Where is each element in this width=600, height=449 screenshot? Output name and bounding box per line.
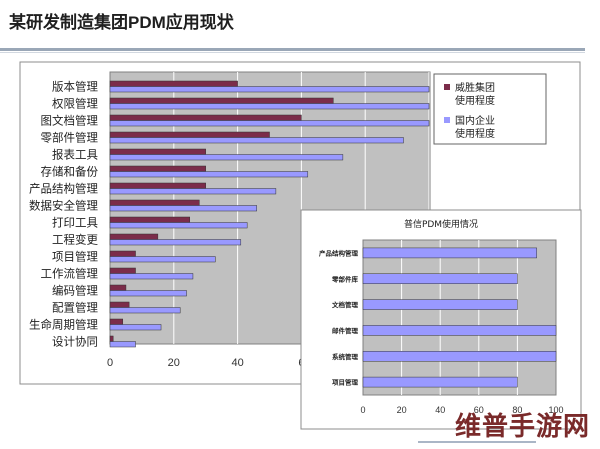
main-legend: 威胜集团 使用程度 国内企业 使用程度: [433, 73, 547, 145]
main-bar-weisheng: [109, 114, 302, 121]
main-x-tick-label: 0: [107, 357, 113, 369]
inset-bar: [362, 376, 518, 388]
title-divider: [0, 48, 585, 51]
main-category-label: 图文档管理: [41, 114, 99, 128]
main-category-label: 版本管理: [52, 80, 98, 94]
main-bar-domestic: [109, 171, 309, 178]
inset-chart-title: 普信PDM使用情况: [404, 218, 478, 230]
main-category-label: 打印工具: [52, 216, 98, 230]
inset-bar: [362, 273, 518, 284]
main-category-label: 编码管理: [52, 284, 98, 298]
inset-category-label: 零部件库: [331, 274, 359, 283]
main-bar-weisheng: [109, 335, 114, 342]
main-bar-domestic: [109, 86, 430, 93]
inset-category-label: 项目管理: [332, 378, 359, 387]
main-category-label: 设计协同: [52, 335, 98, 349]
inset-x-tick-label: 20: [397, 405, 407, 415]
main-category-label: 报表工具: [52, 148, 98, 162]
main-bar-weisheng: [109, 80, 238, 87]
legend-swatch-weisheng: [444, 84, 450, 90]
main-bar-weisheng: [109, 216, 190, 223]
main-bar-domestic: [109, 256, 216, 263]
main-bar-domestic: [109, 222, 248, 229]
main-bar-weisheng: [109, 250, 136, 257]
main-bar-weisheng: [109, 182, 206, 189]
inset-x-tick-label: 100: [548, 405, 563, 415]
main-category-label: 配置管理: [52, 301, 98, 315]
main-x-tick-label: 20: [168, 357, 180, 369]
main-bar-weisheng: [109, 301, 130, 308]
main-bar-domestic: [109, 188, 277, 195]
main-bar-domestic: [109, 290, 187, 297]
inset-category-label: 邮件管理: [332, 326, 359, 335]
main-bar-domestic: [109, 205, 257, 212]
main-bar-domestic: [109, 120, 430, 127]
legend-label-domestic-line2: 使用程度: [455, 127, 495, 140]
main-category-label: 项目管理: [52, 250, 98, 264]
main-bar-domestic: [109, 273, 194, 280]
main-bar-weisheng: [109, 318, 124, 325]
inset-x-tick-label: 0: [360, 405, 365, 415]
inset-x-tick-label: 80: [512, 405, 522, 415]
main-bar-weisheng: [109, 267, 136, 274]
main-category-label: 存储和备份: [41, 165, 99, 179]
main-category-label: 产品结构管理: [29, 182, 98, 196]
main-bar-weisheng: [109, 284, 127, 291]
main-bar-domestic: [109, 154, 344, 161]
main-category-labels: 版本管理权限管理图文档管理零部件管理报表工具存储和备份产品结构管理数据安全管理打…: [29, 80, 98, 349]
inset-x-tick-label: 60: [474, 405, 484, 415]
inset-category-label: 文档管理: [331, 300, 359, 309]
main-bar-weisheng: [109, 165, 206, 172]
main-bar-weisheng: [109, 233, 159, 240]
legend-label-weisheng-line2: 使用程度: [455, 94, 495, 107]
inset-x-tick-labels: 0 20 40 60 80 100: [360, 405, 563, 415]
main-bar-domestic: [109, 137, 404, 144]
inset-gridlines: [401, 240, 518, 395]
main-category-label: 零部件管理: [41, 131, 99, 145]
main-category-label: 工作流管理: [41, 267, 99, 281]
footer-divider: [418, 441, 536, 443]
inset-bar: [362, 247, 537, 259]
inset-plot-area: [362, 239, 557, 396]
legend-label-domestic-line1: 国内企业: [455, 114, 495, 127]
main-bar-domestic: [109, 239, 242, 246]
slide-title: 某研发制造集团PDM应用现状: [9, 13, 234, 32]
inset-bar: [362, 351, 557, 362]
inset-bar: [362, 325, 557, 336]
main-bar-domestic: [109, 307, 181, 314]
main-bar-weisheng: [109, 148, 206, 155]
legend-swatch-domestic: [444, 117, 450, 123]
inset-x-tick-label: 40: [435, 405, 445, 415]
main-bar-domestic: [109, 324, 162, 331]
watermark: 维普手游网: [454, 412, 590, 442]
inset-bars: [362, 247, 557, 388]
inset-category-label: 产品结构管理: [319, 248, 359, 257]
main-x-tick-label: 40: [231, 357, 243, 369]
main-category-label: 权限管理: [52, 97, 98, 111]
main-category-label: 生命周期管理: [29, 318, 98, 332]
main-bar-domestic: [109, 103, 430, 110]
legend-box: [433, 73, 547, 145]
main-category-label: 数据安全管理: [29, 199, 98, 213]
main-bar-weisheng: [109, 97, 334, 104]
main-bar-weisheng: [109, 199, 200, 206]
main-bar-domestic: [109, 341, 136, 348]
main-bars: [109, 80, 430, 348]
inset-bar: [362, 299, 518, 310]
legend-label-weisheng-line1: 威胜集团: [455, 81, 495, 94]
main-bar-weisheng: [109, 131, 270, 138]
inset-category-label: 系统管理: [332, 352, 359, 361]
title-divider-thin: [0, 52, 585, 53]
main-category-label: 工程变更: [52, 233, 98, 247]
